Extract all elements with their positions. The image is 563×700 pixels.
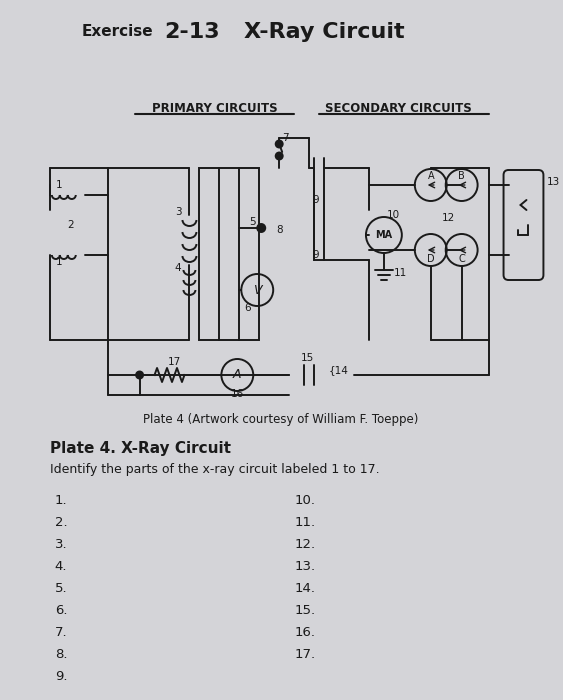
Text: Plate 4 (Artwork courtesy of William F. Toeppe): Plate 4 (Artwork courtesy of William F. …	[142, 414, 418, 426]
Text: PRIMARY CIRCUITS: PRIMARY CIRCUITS	[151, 102, 277, 115]
Bar	[199, 168, 259, 340]
Text: 7.: 7.	[55, 626, 68, 638]
Text: 10: 10	[387, 210, 400, 220]
Text: A: A	[233, 368, 242, 382]
Text: 16.: 16.	[294, 626, 315, 638]
Text: 9: 9	[312, 250, 319, 260]
Text: 15: 15	[301, 353, 314, 363]
Text: 1: 1	[56, 257, 62, 267]
Text: 4.: 4.	[55, 559, 68, 573]
Text: 6: 6	[244, 303, 251, 313]
Text: 1.: 1.	[55, 494, 68, 507]
Text: Plate 4. X-Ray Circuit: Plate 4. X-Ray Circuit	[50, 440, 231, 456]
Text: 13: 13	[547, 177, 560, 187]
Circle shape	[136, 372, 143, 379]
Circle shape	[257, 224, 265, 232]
Text: 16: 16	[231, 389, 244, 399]
Text: 17.: 17.	[294, 648, 315, 661]
Text: 2: 2	[68, 220, 74, 230]
Text: 13.: 13.	[294, 559, 315, 573]
Text: 7: 7	[282, 133, 289, 143]
Text: 11.: 11.	[294, 515, 315, 528]
Text: 10.: 10.	[294, 494, 315, 507]
Text: 12.: 12.	[294, 538, 315, 550]
Text: D: D	[427, 254, 435, 264]
Text: 11: 11	[394, 268, 407, 278]
Text: 8: 8	[276, 225, 283, 235]
Text: A: A	[427, 171, 434, 181]
Text: B: B	[458, 171, 465, 181]
Text: 9.: 9.	[55, 669, 68, 682]
Text: C: C	[458, 254, 465, 264]
Text: MA: MA	[376, 230, 392, 240]
Text: 5: 5	[249, 217, 256, 227]
Text: 9: 9	[312, 195, 319, 205]
Text: {14: {14	[329, 365, 349, 375]
Circle shape	[276, 153, 283, 160]
Circle shape	[276, 141, 283, 148]
Text: 3: 3	[175, 207, 181, 217]
Text: 17: 17	[168, 357, 181, 367]
Text: X-Ray Circuit: X-Ray Circuit	[244, 22, 405, 42]
Text: Exercise: Exercise	[82, 25, 153, 39]
Text: 2.: 2.	[55, 515, 68, 528]
Text: V: V	[253, 284, 261, 297]
Text: 5.: 5.	[55, 582, 68, 594]
Text: 6.: 6.	[55, 603, 68, 617]
Text: Identify the parts of the x-ray circuit labeled 1 to 17.: Identify the parts of the x-ray circuit …	[50, 463, 379, 477]
Text: 12: 12	[442, 213, 455, 223]
Text: 1: 1	[56, 180, 62, 190]
Text: 4: 4	[175, 263, 181, 273]
Text: 14.: 14.	[294, 582, 315, 594]
Text: 8.: 8.	[55, 648, 68, 661]
Text: 3.: 3.	[55, 538, 68, 550]
Text: 2-13: 2-13	[164, 22, 220, 42]
Text: SECONDARY CIRCUITS: SECONDARY CIRCUITS	[325, 102, 472, 115]
Text: 15.: 15.	[294, 603, 315, 617]
